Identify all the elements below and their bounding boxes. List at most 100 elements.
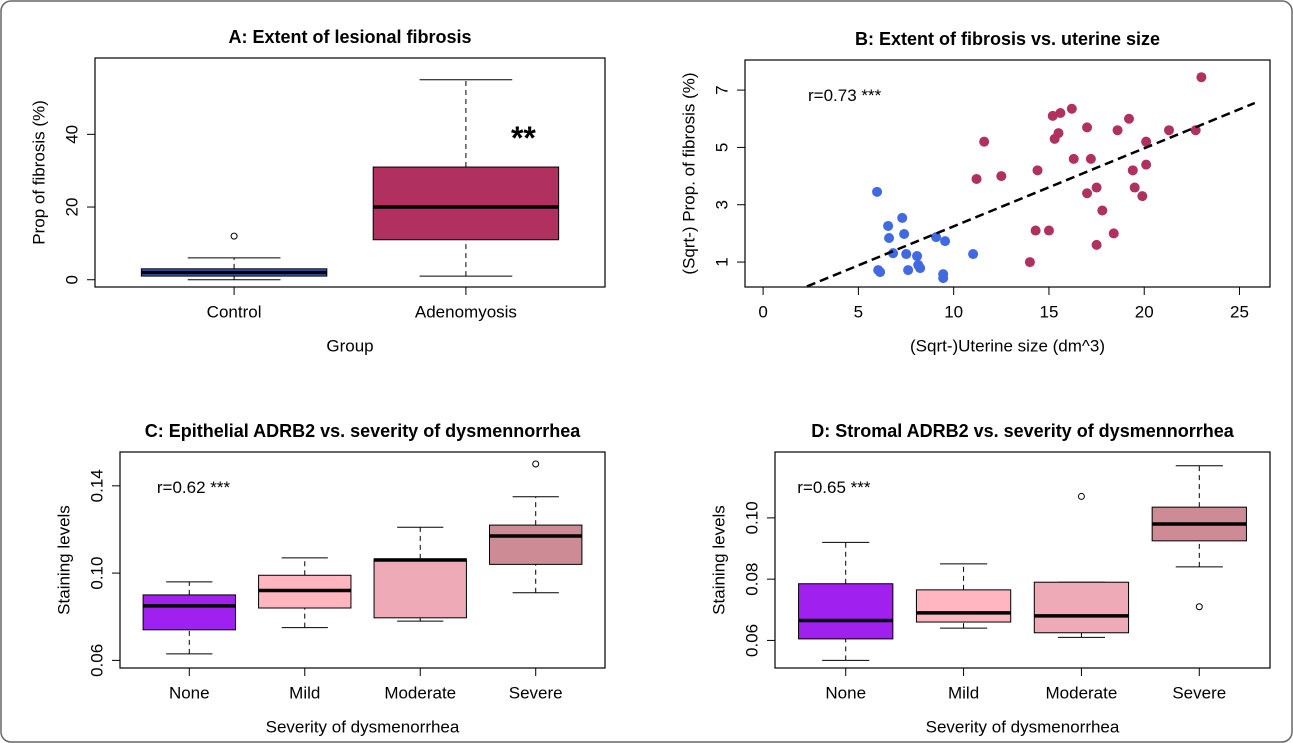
point	[1055, 108, 1066, 119]
point	[1091, 239, 1102, 250]
annotation: r=0.65 ***	[797, 478, 871, 497]
outlier	[230, 232, 238, 240]
point	[1030, 225, 1041, 236]
y-axis-label: Prop of fibrosis (%)	[29, 100, 48, 245]
point	[940, 236, 951, 247]
point	[968, 249, 979, 260]
x-tick-label: Moderate	[384, 683, 456, 702]
box	[373, 558, 467, 619]
point	[915, 263, 926, 274]
x-tick-label: 10	[944, 302, 963, 321]
point	[979, 136, 990, 147]
point	[1068, 153, 1079, 164]
y-axis-label: Staining levels	[54, 505, 73, 615]
point	[1190, 125, 1201, 136]
point	[1108, 228, 1119, 239]
point	[897, 212, 908, 223]
x-axis-label: (Sqrt-)Uterine size (dm^3)	[910, 336, 1105, 355]
point	[938, 273, 949, 284]
x-tick-label: None	[825, 683, 866, 702]
box	[798, 583, 894, 640]
point	[901, 249, 912, 260]
point	[1047, 110, 1058, 121]
point	[1024, 257, 1035, 268]
point	[1066, 103, 1077, 114]
point	[903, 265, 914, 276]
point	[931, 232, 942, 243]
y-axis-label: (Sqrt-) Prop. of fibrosis (%)	[679, 72, 698, 274]
x-tick-label: Moderate	[1046, 683, 1118, 702]
annotation: r=0.73 ***	[808, 86, 882, 105]
annotation: **	[511, 120, 536, 156]
x-tick-label: Mild	[289, 683, 320, 702]
y-tick-label: 0	[62, 275, 81, 284]
trend-line	[806, 101, 1256, 288]
outlier	[532, 460, 540, 468]
plot-frame	[744, 59, 1271, 288]
point	[1137, 191, 1148, 202]
x-axis-label: Severity of dysmenorrhea	[266, 717, 460, 736]
point	[1085, 153, 1096, 164]
y-tick-label: 0.08	[742, 563, 761, 596]
box	[372, 166, 560, 241]
y-tick-label: 40	[62, 125, 81, 144]
y-tick-label: 5	[712, 143, 731, 152]
x-tick-label: None	[169, 683, 210, 702]
panel-title: A: Extent of lesional fibrosis	[228, 27, 471, 47]
x-tick-label: Adenomyosis	[415, 302, 517, 321]
point	[1127, 165, 1138, 176]
point	[884, 232, 895, 243]
point	[1129, 182, 1140, 193]
point	[1164, 125, 1175, 136]
point	[1082, 122, 1093, 133]
point	[883, 220, 894, 231]
x-tick-label: Control	[207, 302, 262, 321]
outlier	[1077, 492, 1085, 500]
point	[1123, 113, 1134, 124]
x-tick-label: Severe	[1172, 683, 1226, 702]
plot-frame	[94, 57, 606, 288]
point	[1091, 182, 1102, 193]
point	[1043, 225, 1054, 236]
x-tick-label: Mild	[948, 683, 979, 702]
point	[1097, 205, 1108, 216]
x-axis-label: Severity of dysmenorrhea	[926, 717, 1120, 736]
point	[875, 267, 886, 278]
panel-title: D: Stromal ADRB2 vs. severity of dysmenn…	[811, 421, 1234, 441]
point	[1112, 125, 1123, 136]
y-tick-label: 0.14	[87, 469, 106, 502]
y-axis-label: Staining levels	[709, 505, 728, 615]
x-tick-label: 15	[1039, 302, 1058, 321]
x-axis-label: Group	[326, 336, 373, 355]
plot-frame	[774, 451, 1271, 669]
x-tick-label: Severe	[509, 683, 563, 702]
y-tick-label: 1	[712, 257, 731, 266]
y-tick-label: 0.06	[87, 644, 106, 677]
point	[1082, 188, 1093, 199]
point	[971, 173, 982, 184]
annotation: r=0.62 ***	[157, 478, 231, 497]
point	[1053, 128, 1064, 139]
y-tick-label: 20	[62, 198, 81, 217]
panel-title: B: Extent of fibrosis vs. uterine size	[855, 29, 1160, 49]
x-tick-label: 5	[854, 302, 863, 321]
box	[1033, 581, 1130, 634]
y-tick-label: 0.10	[742, 501, 761, 534]
y-tick-label: 7	[712, 85, 731, 94]
y-tick-label: 0.10	[87, 557, 106, 590]
panel-title: C: Epithelial ADRB2 vs. severity of dysm…	[145, 421, 581, 441]
point	[996, 171, 1007, 182]
point	[1141, 136, 1152, 147]
plot-frame	[119, 451, 606, 669]
x-tick-label: 0	[758, 302, 767, 321]
y-tick-label: 3	[712, 200, 731, 209]
point	[899, 228, 910, 239]
point	[872, 186, 883, 197]
point	[1196, 72, 1207, 83]
point	[1032, 165, 1043, 176]
box	[915, 589, 1012, 623]
x-tick-label: 20	[1135, 302, 1154, 321]
